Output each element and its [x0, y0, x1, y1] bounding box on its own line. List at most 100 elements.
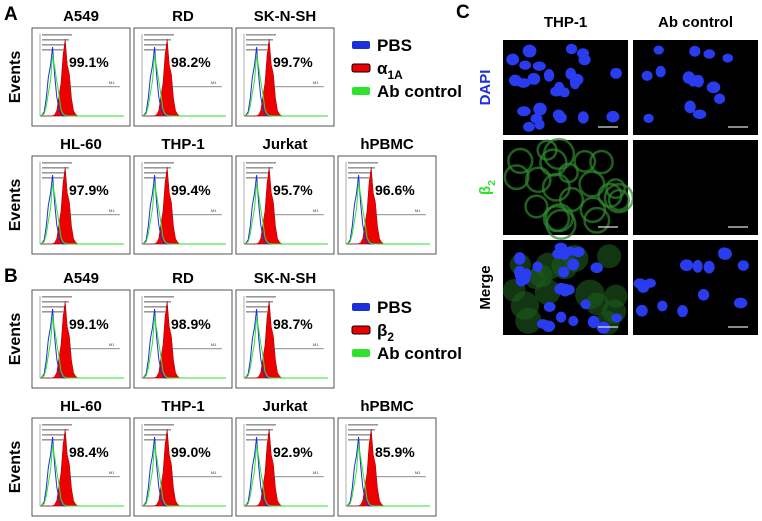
stats-text-placeholder	[42, 172, 66, 174]
gate-label: M1	[313, 342, 319, 347]
stats-text-placeholder	[348, 424, 378, 426]
nucleus	[644, 278, 656, 288]
stats-text-placeholder	[144, 162, 174, 164]
nucleus	[568, 315, 579, 327]
legend-label-main: α	[377, 59, 388, 78]
stats-text-placeholder	[144, 424, 174, 426]
legend-label: PBS	[377, 36, 412, 55]
green-stain	[503, 164, 530, 191]
nucleus	[522, 44, 537, 58]
stats-text-placeholder	[348, 162, 378, 164]
stats-text-placeholder	[348, 167, 375, 169]
nucleus	[565, 43, 578, 55]
percent-label: 97.9%	[69, 182, 109, 198]
stats-text-placeholder	[246, 424, 276, 426]
nucleus	[534, 119, 545, 130]
gate-label: M1	[109, 470, 115, 475]
green-stain	[539, 148, 568, 177]
green-stain	[579, 196, 607, 224]
green-stain	[534, 279, 561, 305]
histogram-frame	[31, 289, 131, 389]
nucleus	[655, 65, 666, 78]
legend-label-main: PBS	[377, 298, 412, 317]
nucleus	[606, 110, 620, 123]
nucleus	[527, 72, 541, 85]
stats-text-placeholder	[144, 301, 171, 303]
percent-label: 99.7%	[273, 54, 313, 70]
legend-label-main: Ab control	[377, 344, 462, 363]
green-stain	[525, 166, 552, 194]
green-stain	[542, 204, 571, 233]
stats-text-placeholder	[348, 434, 372, 436]
stats-text-placeholder	[246, 301, 273, 303]
nucleus	[554, 112, 567, 124]
nucleus	[550, 86, 563, 97]
gate-label: M1	[313, 208, 319, 213]
percent-label: 99.1%	[69, 316, 109, 332]
nucleus	[515, 274, 527, 287]
nucleus	[718, 247, 732, 260]
nucleus	[692, 259, 703, 273]
nucleus	[682, 71, 695, 84]
stats-text-placeholder	[348, 429, 375, 431]
nucleus	[697, 289, 710, 301]
legend-label-main: β	[377, 321, 387, 340]
nucleus	[722, 53, 734, 63]
micrograph	[633, 240, 758, 335]
stats-text-placeholder	[246, 162, 276, 164]
nucleus	[523, 121, 535, 132]
row-label: Merge	[477, 265, 494, 309]
green-stain	[604, 284, 628, 308]
green-stain	[578, 170, 606, 198]
legend-label: Ab control	[377, 344, 462, 363]
legend-swatch	[352, 41, 370, 49]
percent-label: 99.1%	[69, 54, 109, 70]
percent-label: 98.9%	[171, 316, 211, 332]
gate-label: M1	[211, 470, 217, 475]
stats-text-placeholder	[42, 44, 66, 46]
stats-text-placeholder	[42, 424, 72, 426]
gate-label: M1	[109, 208, 115, 213]
stats-text-placeholder	[144, 39, 171, 41]
legend-swatch	[352, 349, 370, 357]
nucleus	[590, 262, 603, 274]
nucleus	[532, 61, 546, 71]
stats-text-placeholder	[246, 296, 276, 298]
cell-title: THP-1	[161, 136, 204, 153]
stats-text-placeholder	[246, 434, 270, 436]
histogram-frame	[235, 155, 335, 255]
stats-text-placeholder	[246, 429, 273, 431]
legend-label-main: PBS	[377, 36, 412, 55]
nucleus	[554, 242, 568, 252]
control-histogram	[39, 317, 124, 379]
panel-label: A	[4, 4, 18, 25]
histogram-frame	[133, 417, 233, 517]
stats-text-placeholder	[42, 34, 72, 36]
nucleus	[508, 74, 522, 87]
histogram-frame	[31, 417, 131, 517]
nucleus	[693, 74, 704, 88]
nucleus	[567, 258, 580, 271]
nucleus	[569, 76, 581, 90]
stats-text-placeholder	[246, 172, 270, 174]
green-stain	[573, 149, 597, 173]
nucleus	[517, 106, 531, 117]
nucleus	[580, 299, 591, 310]
y-axis-label: Events	[7, 51, 24, 104]
row-label-main: DAPI	[477, 70, 494, 106]
nucleus	[543, 301, 556, 312]
nucleus	[555, 311, 567, 323]
control-histogram	[345, 445, 430, 507]
stats-text-placeholder	[246, 44, 270, 46]
stats-text-placeholder	[42, 434, 66, 436]
histogram-frame	[133, 27, 233, 127]
micrograph	[633, 140, 758, 235]
gate-label: M1	[109, 80, 115, 85]
cell-title: THP-1	[161, 398, 204, 415]
cell-title: hPBMC	[360, 398, 413, 415]
nucleus	[703, 49, 716, 59]
nucleus	[635, 304, 648, 317]
stats-text-placeholder	[144, 434, 168, 436]
green-stain	[507, 147, 534, 175]
stats-text-placeholder	[144, 172, 168, 174]
